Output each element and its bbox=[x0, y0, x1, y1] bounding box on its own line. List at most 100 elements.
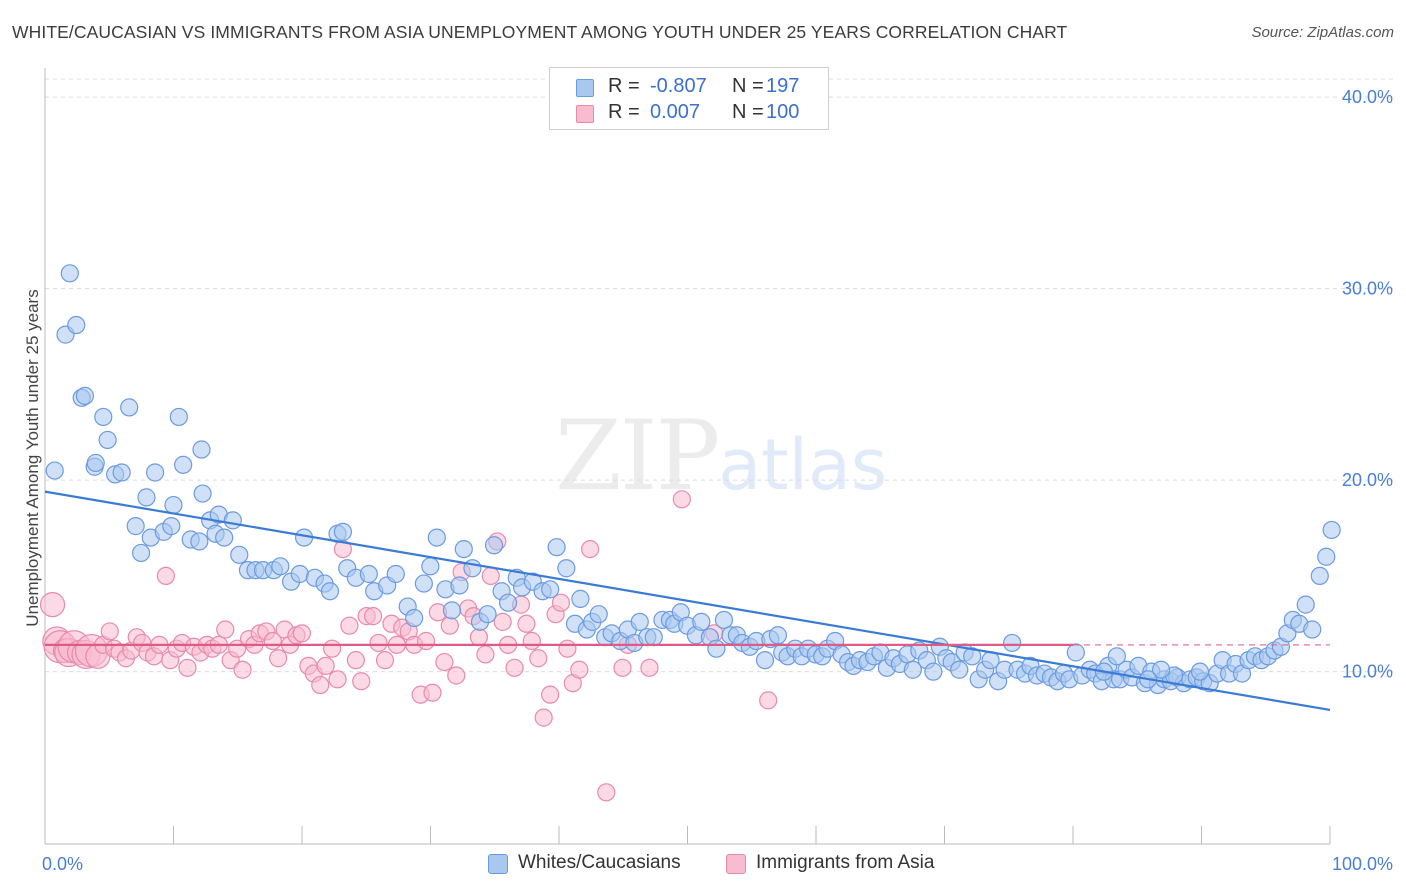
point-immigrants-from-asia bbox=[375, 651, 395, 670]
stats-n-value: 197 bbox=[766, 75, 800, 97]
point-whites-caucasians bbox=[427, 528, 446, 547]
point-whites-caucasians bbox=[169, 407, 188, 427]
point-whites-caucasians bbox=[924, 662, 943, 681]
point-whites-caucasians bbox=[755, 651, 775, 670]
point-immigrants-from-asia bbox=[672, 490, 691, 509]
watermark: ZIPatlas bbox=[555, 400, 887, 512]
y-axis-label: Unemployment Among Youth under 25 years bbox=[23, 289, 42, 626]
point-whites-caucasians bbox=[950, 660, 969, 679]
point-immigrants-from-asia bbox=[233, 660, 252, 679]
x-tick-label: 0.0% bbox=[42, 854, 83, 874]
point-whites-caucasians bbox=[120, 398, 139, 417]
point-immigrants-from-asia bbox=[570, 660, 589, 679]
stats-r-value: 0.007 bbox=[650, 101, 701, 123]
point-whites-caucasians bbox=[230, 545, 249, 564]
point-whites-caucasians bbox=[190, 532, 209, 551]
grid-lines bbox=[45, 78, 1395, 673]
point-immigrants-from-asia bbox=[534, 708, 553, 727]
point-whites-caucasians bbox=[589, 605, 608, 624]
point-whites-caucasians bbox=[1151, 660, 1171, 679]
point-whites-caucasians bbox=[98, 430, 117, 450]
point-immigrants-from-asia bbox=[493, 612, 512, 631]
stats-r-value: -0.807 bbox=[650, 75, 707, 97]
y-tick-label: 40.0% bbox=[1342, 87, 1393, 107]
point-immigrants-from-asia bbox=[469, 628, 489, 647]
point-immigrants-from-asia bbox=[529, 649, 548, 668]
point-immigrants-from-asia bbox=[613, 658, 632, 677]
stats-swatch-asia bbox=[576, 105, 594, 123]
stats-row-asia: R = 0.007 N = 100 bbox=[550, 101, 828, 127]
stats-swatch-whites bbox=[576, 79, 594, 97]
point-whites-caucasians bbox=[903, 660, 922, 679]
stats-n-label: N = bbox=[732, 101, 764, 123]
point-whites-caucasians bbox=[414, 574, 433, 593]
point-immigrants-from-asia bbox=[551, 593, 571, 612]
stats-r-label: R = bbox=[608, 101, 640, 123]
watermark-atlas: atlas bbox=[718, 424, 888, 506]
point-whites-caucasians bbox=[557, 559, 576, 578]
point-whites-caucasians bbox=[405, 608, 424, 628]
stats-row-whites: R = -0.807 N = 197 bbox=[550, 75, 828, 101]
point-immigrants-from-asia bbox=[640, 658, 659, 677]
point-whites-caucasians bbox=[644, 628, 663, 647]
point-whites-caucasians bbox=[45, 461, 64, 480]
point-whites-caucasians bbox=[333, 522, 353, 541]
point-whites-caucasians bbox=[1317, 547, 1336, 566]
point-immigrants-from-asia bbox=[364, 607, 383, 626]
point-immigrants-from-asia bbox=[416, 631, 436, 651]
point-whites-caucasians bbox=[1303, 620, 1322, 639]
point-whites-caucasians bbox=[547, 538, 566, 557]
point-whites-caucasians bbox=[145, 463, 165, 482]
point-whites-caucasians bbox=[290, 564, 309, 584]
point-whites-caucasians bbox=[421, 557, 440, 576]
point-immigrants-from-asia bbox=[522, 631, 541, 651]
point-whites-caucasians bbox=[67, 315, 86, 335]
point-immigrants-from-asia bbox=[435, 652, 454, 672]
point-whites-caucasians bbox=[541, 580, 560, 599]
point-whites-caucasians bbox=[94, 407, 113, 427]
chart-source: Source: ZipAtlas.com bbox=[1251, 24, 1394, 41]
point-whites-caucasians bbox=[164, 495, 183, 515]
point-whites-caucasians bbox=[484, 536, 504, 555]
y-tick-label: 20.0% bbox=[1342, 470, 1393, 490]
point-immigrants-from-asia bbox=[316, 656, 335, 676]
point-whites-caucasians bbox=[1107, 647, 1126, 666]
point-immigrants-from-asia bbox=[216, 620, 235, 639]
point-whites-caucasians bbox=[963, 647, 982, 666]
point-whites-caucasians bbox=[215, 528, 234, 547]
point-whites-caucasians bbox=[442, 601, 462, 620]
point-whites-caucasians bbox=[768, 626, 788, 645]
legend-label-asia: Immigrants from Asia bbox=[756, 852, 935, 873]
point-immigrants-from-asia bbox=[759, 691, 778, 710]
point-immigrants-from-asia bbox=[292, 624, 311, 643]
point-immigrants-from-asia bbox=[352, 672, 371, 691]
point-immigrants-from-asia bbox=[481, 566, 500, 586]
point-immigrants-from-asia bbox=[517, 614, 536, 633]
point-immigrants-from-asia bbox=[100, 622, 119, 641]
point-immigrants-from-asia bbox=[447, 666, 466, 685]
point-whites-caucasians bbox=[386, 564, 405, 584]
point-immigrants-from-asia bbox=[328, 670, 347, 689]
point-whites-caucasians bbox=[60, 264, 79, 283]
point-immigrants-from-asia bbox=[311, 675, 330, 695]
point-whites-caucasians bbox=[193, 484, 212, 503]
stats-box: R = -0.807 N = 197 R = 0.007 N = 100 bbox=[549, 67, 829, 130]
point-immigrants-from-asia bbox=[423, 683, 442, 702]
point-immigrants-from-asia bbox=[476, 645, 495, 664]
point-whites-caucasians bbox=[137, 488, 156, 507]
point-whites-caucasians bbox=[571, 589, 590, 608]
point-immigrants-from-asia bbox=[340, 616, 359, 635]
point-whites-caucasians bbox=[1190, 662, 1210, 681]
chart-title: WHITE/CAUCASIAN VS IMMIGRANTS FROM ASIA … bbox=[12, 22, 1068, 42]
point-whites-caucasians bbox=[271, 557, 290, 576]
stats-r-label: R = bbox=[608, 75, 640, 97]
point-immigrants-from-asia bbox=[178, 658, 197, 677]
point-immigrants-from-asia bbox=[346, 651, 365, 670]
axes bbox=[44, 68, 1331, 845]
point-whites-caucasians bbox=[192, 440, 211, 459]
stats-n-label: N = bbox=[732, 75, 764, 97]
point-immigrants-from-asia bbox=[369, 633, 388, 653]
point-whites-caucasians bbox=[112, 463, 131, 482]
trend-line-whites bbox=[44, 490, 1331, 712]
